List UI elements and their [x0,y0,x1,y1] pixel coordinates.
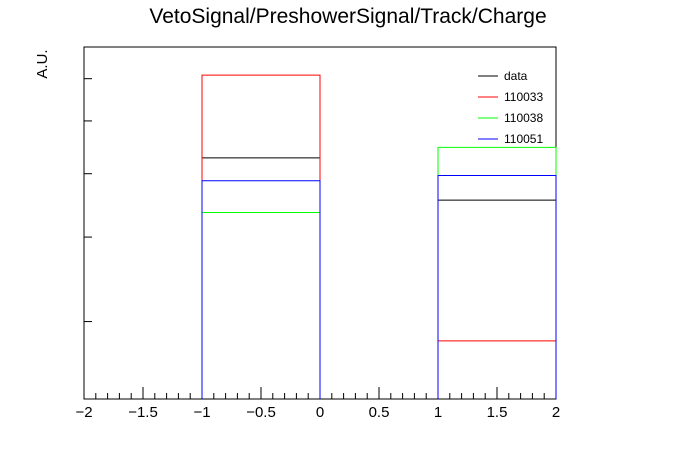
series-110051 [201,174,557,399]
histogram-series [201,74,557,399]
y-axis-label: A.U. [34,49,51,78]
legend-entry: data [504,69,528,83]
x-tick-label: 0 [316,404,324,421]
x-tick-label: 1 [434,404,442,421]
x-tick-label: 1.5 [487,404,508,421]
legend-entry: 110033 [504,90,543,104]
series-110038 [201,146,557,399]
chart-title: VetoSignal/PreshowerSignal/Track/Charge [149,5,546,28]
series-data [201,157,557,399]
series-110033 [201,74,557,399]
y-axis-ticks [84,78,92,323]
legend-entry: 110038 [504,111,543,125]
x-tick-label: 2 [552,404,560,421]
x-tick-label: −2 [75,404,92,421]
x-axis-tick-labels: −2 −1.5 −1 −0.5 0 0.5 1 1.5 2 [75,404,560,421]
x-tick-label: 0.5 [369,404,390,421]
x-tick-label: −1.5 [128,404,158,421]
legend-entry: 110051 [504,132,543,146]
x-tick-label: −1 [193,404,210,421]
legend: data 110033 110038 110051 [478,69,543,146]
x-tick-label: −0.5 [246,404,276,421]
